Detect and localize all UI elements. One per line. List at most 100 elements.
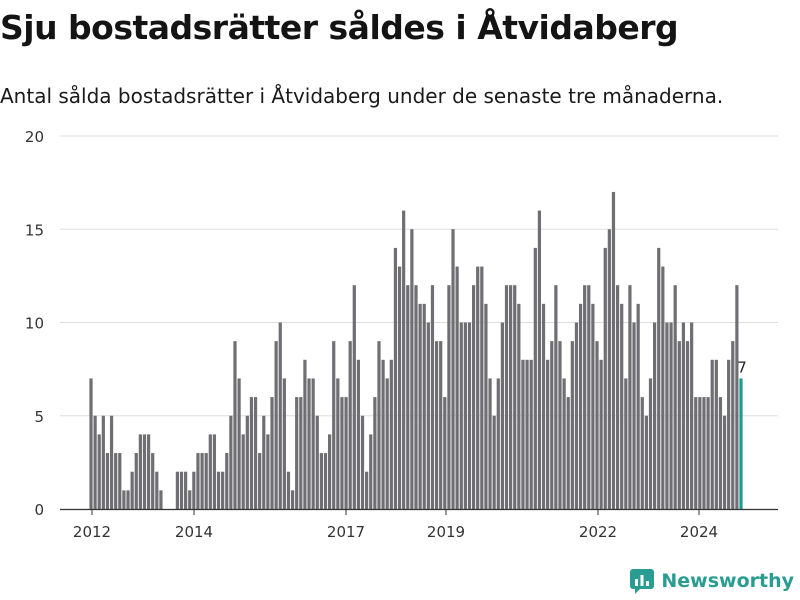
bar xyxy=(665,322,669,509)
bar xyxy=(529,359,533,509)
bar xyxy=(221,471,225,509)
bar xyxy=(286,471,291,509)
bar xyxy=(348,341,352,509)
bar xyxy=(377,341,381,509)
bar xyxy=(513,285,517,509)
bar xyxy=(142,434,147,509)
bar xyxy=(587,285,591,509)
bar xyxy=(496,378,500,509)
bar xyxy=(648,378,653,509)
bar xyxy=(208,434,212,509)
bar xyxy=(525,359,529,509)
bar xyxy=(443,397,447,509)
bar xyxy=(578,303,583,509)
bar xyxy=(504,285,509,509)
bar xyxy=(657,247,661,509)
bar xyxy=(216,471,221,509)
highlighted-bar xyxy=(739,378,743,509)
bar xyxy=(365,471,369,509)
bar xyxy=(480,266,484,509)
bar xyxy=(278,322,282,509)
bar xyxy=(595,341,599,509)
bar xyxy=(328,434,332,509)
bar xyxy=(340,397,344,509)
bar xyxy=(319,453,323,509)
bar xyxy=(471,285,476,509)
x-tick-label: 2012 xyxy=(73,523,111,541)
bar xyxy=(188,490,192,509)
last-value-label: 7 xyxy=(737,358,747,376)
bar xyxy=(295,397,299,509)
bar xyxy=(611,191,616,509)
bar xyxy=(537,210,542,509)
bar xyxy=(636,303,640,509)
bar xyxy=(122,490,126,509)
bar xyxy=(669,322,673,509)
bar xyxy=(640,397,644,509)
bar xyxy=(155,471,159,509)
bar xyxy=(200,453,204,509)
bar xyxy=(258,453,262,509)
bar xyxy=(105,453,110,509)
bar xyxy=(624,378,628,509)
newsworthy-logo[interactable]: Newsworthy xyxy=(629,568,794,594)
bar xyxy=(418,303,422,509)
bar xyxy=(356,359,361,509)
bar xyxy=(677,341,681,509)
bar xyxy=(492,415,496,509)
bar xyxy=(266,434,270,509)
bar xyxy=(315,415,319,509)
y-tick-label: 10 xyxy=(25,315,44,333)
bar xyxy=(245,415,249,509)
bar xyxy=(344,397,348,509)
bar xyxy=(702,397,706,509)
bar xyxy=(253,397,258,509)
bar xyxy=(138,434,142,509)
newsworthy-chart-icon xyxy=(630,569,655,594)
bar xyxy=(89,378,93,509)
bar xyxy=(262,415,266,509)
bar xyxy=(426,322,430,509)
bar xyxy=(710,359,714,509)
x-tick-label: 2022 xyxy=(579,523,617,541)
x-tick-label: 2024 xyxy=(680,523,718,541)
bar xyxy=(718,397,723,509)
bar xyxy=(533,247,537,509)
bar xyxy=(229,415,233,509)
bar xyxy=(455,266,459,509)
bar xyxy=(570,341,574,509)
bar xyxy=(422,303,426,509)
bar xyxy=(406,285,410,509)
y-tick-label: 0 xyxy=(34,501,44,519)
bar xyxy=(447,285,451,509)
bar xyxy=(607,229,611,509)
bar xyxy=(698,397,702,509)
bar xyxy=(336,378,340,509)
y-tick-label: 5 xyxy=(34,408,44,426)
bar xyxy=(653,322,657,509)
bar xyxy=(159,490,163,509)
bar xyxy=(451,229,455,509)
bar xyxy=(509,285,513,509)
bar xyxy=(603,247,607,509)
bar xyxy=(192,471,196,509)
bar xyxy=(225,453,229,509)
bar xyxy=(714,359,718,509)
bar xyxy=(521,359,525,509)
bar xyxy=(459,322,463,509)
bar xyxy=(599,359,603,509)
bar xyxy=(352,285,356,509)
bar xyxy=(402,210,406,509)
page-title: Sju bostadsrätter såldes i Åtvidaberg xyxy=(0,8,679,47)
bar xyxy=(311,378,315,509)
x-tick-label: 2014 xyxy=(175,523,213,541)
bar xyxy=(690,322,694,509)
bar xyxy=(175,471,179,509)
bar xyxy=(381,359,385,509)
bar xyxy=(397,266,402,509)
bar xyxy=(97,434,101,509)
bar xyxy=(615,285,620,509)
bar xyxy=(727,359,731,509)
bar xyxy=(476,266,480,509)
page-subtitle: Antal sålda bostadsrätter i Åtvidaberg u… xyxy=(0,84,724,108)
